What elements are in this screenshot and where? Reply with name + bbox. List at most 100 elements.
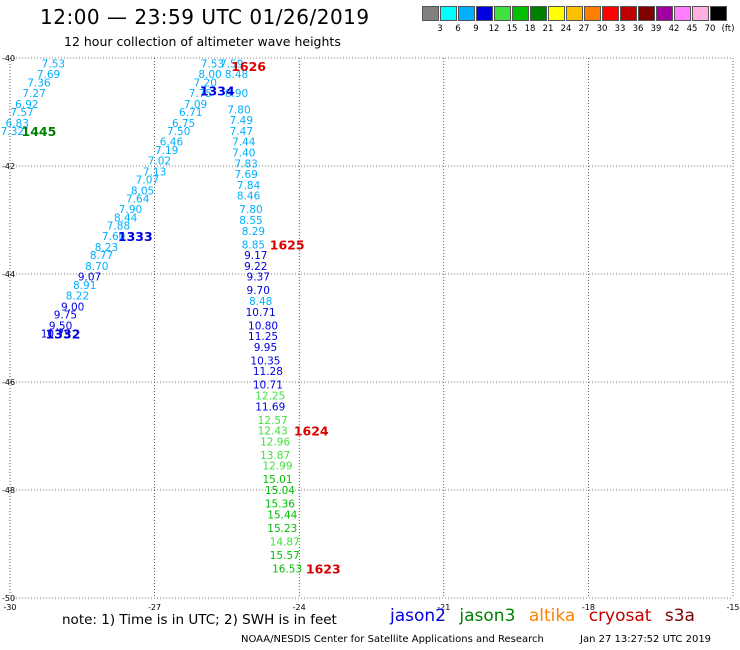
color-scale-swatch <box>674 6 691 21</box>
color-scale-tick: 42 <box>668 24 680 34</box>
wave-height-label: 10.80 <box>248 320 278 332</box>
x-tick-label: -15 <box>726 603 739 612</box>
color-scale-tick: 39 <box>650 24 662 34</box>
wave-height-label: 7.90 <box>119 204 142 216</box>
x-tick-label: -18 <box>582 603 595 612</box>
wave-height-label: 9.95 <box>254 342 277 354</box>
wave-height-label: 8.48 <box>225 69 248 81</box>
wave-height-label: 15.04 <box>265 485 295 497</box>
wave-height-label: 7.19 <box>155 145 178 157</box>
chart-title: 12:00 — 23:59 UTC 01/26/2019 <box>40 5 370 29</box>
wave-height-label: 13.87 <box>260 450 290 462</box>
color-scale-tick: 6 <box>455 24 461 34</box>
wave-height-label: 7.59 <box>220 58 243 70</box>
color-scale-tick: 27 <box>578 24 590 34</box>
pass-time-label: 1623 <box>306 561 341 576</box>
color-scale-tick: 3 <box>437 24 443 34</box>
wave-height-label: 12.99 <box>262 461 292 473</box>
wave-height-label: 6.71 <box>179 107 202 119</box>
wave-height-label: 16.53 <box>272 563 302 575</box>
color-scale-tick: 24 <box>560 24 572 34</box>
wave-height-label: 9.07 <box>78 272 101 284</box>
y-tick-label: -40 <box>2 54 15 63</box>
color-scale-swatch <box>422 6 439 21</box>
wave-height-label: 7.02 <box>148 156 171 168</box>
wave-height-label: 8.91 <box>73 280 96 292</box>
wave-height-label: 12.96 <box>260 436 290 448</box>
wave-height-label: 12.43 <box>258 426 288 438</box>
credit-text: NOAA/NESDIS Center for Satellite Applica… <box>241 634 544 645</box>
wave-height-label: 12.25 <box>255 391 285 403</box>
wave-height-label: 8.77 <box>90 250 113 262</box>
color-scale-swatch <box>656 6 673 21</box>
legend-jason2: jason2 <box>390 606 446 626</box>
wave-height-label: 8.48 <box>249 296 272 308</box>
wave-height-label: 8.55 <box>239 215 262 227</box>
color-scale-tick: 21 <box>542 24 554 34</box>
wave-height-label: 15.01 <box>262 474 292 486</box>
color-scale-swatch <box>530 6 547 21</box>
pass-time-label: 1333 <box>118 229 153 244</box>
color-scale-tick: 12 <box>488 24 500 34</box>
x-tick-label: -24 <box>293 603 306 612</box>
color-scale-tick: (ft) <box>721 24 735 34</box>
color-scale-swatch <box>458 6 475 21</box>
wave-height-label: 10.71 <box>246 307 276 319</box>
wave-height-label: 8.85 <box>242 239 265 251</box>
wave-height-label: 15.57 <box>270 550 300 562</box>
wave-height-label: 10.71 <box>253 380 283 392</box>
color-scale-swatch <box>494 6 511 21</box>
wave-height-label: 8.22 <box>66 291 89 303</box>
wave-height-label: 15.44 <box>267 509 297 521</box>
wave-height-label: 7.32 <box>1 126 24 138</box>
legend-cryosat: cryosat <box>588 606 652 626</box>
wave-height-label: 7.69 <box>37 69 60 81</box>
color-scale-swatch <box>602 6 619 21</box>
wave-height-label: 7.50 <box>167 126 190 138</box>
color-scale-swatch <box>566 6 583 21</box>
wave-height-label: 7.44 <box>232 137 256 149</box>
color-scale-swatch <box>512 6 529 21</box>
color-scale-swatch <box>638 6 655 21</box>
wave-height-label: 9.70 <box>247 285 270 297</box>
wave-height-label: 7.13 <box>143 166 166 178</box>
wave-height-label: 10.75 <box>41 328 71 340</box>
wave-height-label: 7.80 <box>227 104 250 116</box>
wave-height-label: 15.36 <box>265 499 295 511</box>
wave-height-label: 9.17 <box>244 250 267 262</box>
legend-altika: altika <box>528 606 576 626</box>
y-tick-label: -42 <box>2 162 15 171</box>
wave-height-label: 6.92 <box>15 99 38 111</box>
y-tick-label: -44 <box>2 270 15 279</box>
wave-height-label: 9.75 <box>54 310 77 322</box>
wave-height-label: 7.84 <box>237 180 261 192</box>
wave-height-label: 7.07 <box>136 175 159 187</box>
wave-height-label: 7.36 <box>27 77 51 89</box>
color-scale-tick: 18 <box>524 24 536 34</box>
color-scale-swatch <box>440 6 457 21</box>
color-scale-swatch <box>710 6 727 21</box>
wave-height-label: 7.60 <box>102 231 125 243</box>
wave-height-label: 8.46 <box>237 191 261 203</box>
y-tick-label: -46 <box>2 378 15 387</box>
color-scale-swatch <box>548 6 565 21</box>
wave-height-label: 6.75 <box>172 118 195 130</box>
wave-height-label: 9.00 <box>61 301 84 313</box>
pass-time-label: 1332 <box>46 326 81 341</box>
y-tick-label: -50 <box>2 594 15 603</box>
color-scale-swatch <box>620 6 637 21</box>
wave-height-label: 12.57 <box>258 415 288 427</box>
wave-height-label: 7.47 <box>230 126 253 138</box>
color-scale-tick: 33 <box>614 24 626 34</box>
color-scale-tick: 9 <box>473 24 479 34</box>
wave-height-label: 7.27 <box>22 88 45 100</box>
legend-jason3: jason3 <box>459 606 516 626</box>
pass-time-label: 1626 <box>231 59 266 74</box>
wave-height-label: 7.57 <box>10 107 33 119</box>
satellite-legend: jason2 jason3 altika cryosat s3a <box>390 606 703 626</box>
generated-timestamp: Jan 27 13:27:52 UTC 2019 <box>580 634 712 645</box>
wave-height-label: 7.09 <box>184 99 207 111</box>
y-tick-label: -48 <box>2 486 15 495</box>
pass-time-label: 1625 <box>270 237 305 252</box>
wave-height-label: 11.69 <box>255 401 285 413</box>
